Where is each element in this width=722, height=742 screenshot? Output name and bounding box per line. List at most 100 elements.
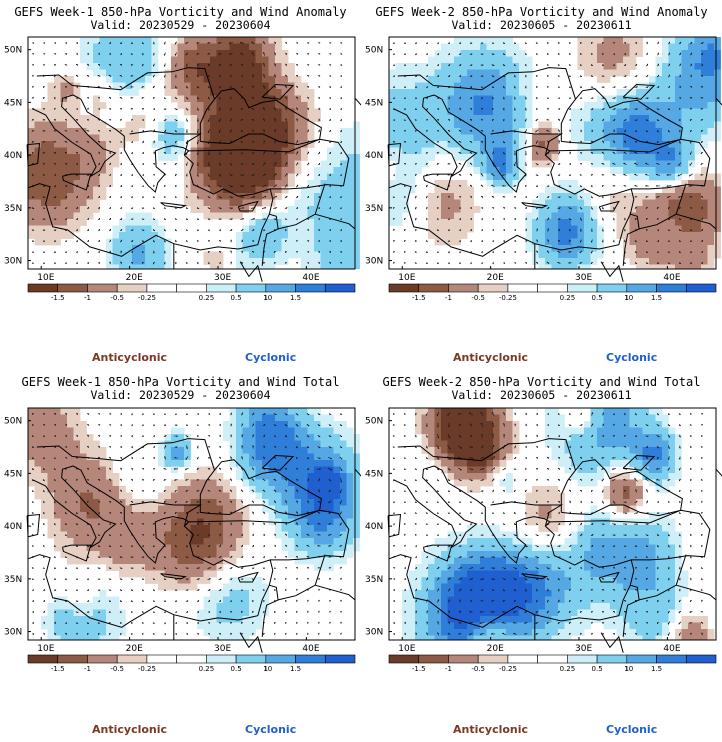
colorbar-tick-label: 0.5 xyxy=(231,665,242,673)
y-tick-label: 35N xyxy=(4,204,22,214)
x-tick-label: 30E xyxy=(575,644,592,654)
panel-valid-dates: Valid: 20230529 - 20230604 xyxy=(90,18,271,32)
panel-title: GEFS Week-2 850-hPa Vorticity and Wind T… xyxy=(382,375,701,389)
x-tick-label: 20E xyxy=(126,644,143,654)
panel-valid-dates: Valid: 20230529 - 20230604 xyxy=(90,388,271,402)
panel-title: GEFS Week-2 850-hPa Vorticity and Wind A… xyxy=(375,5,708,19)
colorbar-tick-label: -1 xyxy=(445,665,452,673)
colorbar: -1.5 -1 -0.5 -0.25 0.25 0.5 1 1.5 10 xyxy=(27,283,356,302)
y-tick-label: 40N xyxy=(365,151,383,161)
colorbar: -1.5 -1 -0.5 -0.25 0.25 0.5 1 1.5 10 xyxy=(388,283,717,302)
x-tick-label: 10E xyxy=(37,273,54,283)
wind-vectors xyxy=(31,412,343,636)
y-tick-label: 45N xyxy=(365,98,383,108)
x-tick-label: 40E xyxy=(663,273,680,283)
colorbar-tick-label: -1 xyxy=(445,294,452,302)
vorticity-shading xyxy=(402,408,715,640)
wind-vectors xyxy=(31,41,343,265)
colorbar-tick-label: -0.25 xyxy=(499,294,517,302)
x-tick-label: 30E xyxy=(575,273,592,283)
panel-valid-dates: Valid: 20230605 - 20230611 xyxy=(451,388,632,402)
vorticity-shading xyxy=(28,37,360,269)
x-tick-label: 10E xyxy=(37,644,54,654)
anticyclonic-label: Anticyclonic xyxy=(92,723,168,736)
colorbar-tick-label: -0.25 xyxy=(499,665,517,673)
y-tick-label: 45N xyxy=(365,469,383,479)
x-tick-label: 40E xyxy=(302,273,319,283)
y-tick-label: 50N xyxy=(4,417,22,427)
y-tick-label: 40N xyxy=(4,151,22,161)
vorticity-map: 10E 20E 30E 40E 50N 45N 40N 35N 30N -1.5 -1 -0.5 -0.… xyxy=(4,36,361,302)
colorbar-tick-label: -1.5 xyxy=(51,294,65,302)
x-tick-label: 40E xyxy=(302,644,319,654)
colorbar-tick-label: 0.25 xyxy=(560,665,576,673)
colorbar-tick-label: 1.5 xyxy=(290,294,301,302)
x-tick-label: 30E xyxy=(214,273,231,283)
colorbar-tick-label: 1 xyxy=(625,294,629,302)
wind-vectors xyxy=(392,41,704,265)
colorbar-tick-label: -0.25 xyxy=(138,665,156,673)
colorbar-tick-label: 1.5 xyxy=(651,294,662,302)
panel-week1-total: GEFS Week-1 850-hPa Vorticity and Wind T… xyxy=(0,371,361,742)
map-frame xyxy=(27,36,356,270)
y-tick-label: 50N xyxy=(365,46,383,56)
y-tick-label: 30N xyxy=(365,628,383,638)
colorbar-tick-label: 0.25 xyxy=(199,294,215,302)
colorbar: -1.5 -1 -0.5 -0.25 0.25 0.5 1 1.5 10 xyxy=(27,654,356,673)
colorbar-tick-label: 1 xyxy=(264,665,268,673)
y-tick-label: 40N xyxy=(365,522,383,532)
panel-week2-total: GEFS Week-2 850-hPa Vorticity and Wind T… xyxy=(361,371,722,742)
y-tick-label: 30N xyxy=(4,257,22,267)
x-tick-label: 20E xyxy=(487,644,504,654)
cyclonic-label: Cyclonic xyxy=(245,351,297,364)
anticyclonic-label: Anticyclonic xyxy=(453,723,529,736)
x-tick-label: 10E xyxy=(398,644,415,654)
colorbar-tick-label: 0.5 xyxy=(231,294,242,302)
vorticity-shading xyxy=(28,408,360,640)
colorbar-tick-label: -0.5 xyxy=(471,294,485,302)
colorbar-tick-label: -1.5 xyxy=(412,294,426,302)
colorbar-tick-label: -0.25 xyxy=(138,294,156,302)
map-frame xyxy=(388,407,717,641)
y-tick-label: 35N xyxy=(365,204,383,214)
colorbar-tick-label: 1 xyxy=(625,665,629,673)
x-tick-label: 40E xyxy=(663,644,680,654)
y-tick-label: 35N xyxy=(365,575,383,585)
y-tick-label: 30N xyxy=(365,257,383,267)
cyclonic-label: Cyclonic xyxy=(245,723,297,736)
colorbar-scale-note: 10 xyxy=(624,665,633,673)
colorbar-tick-label: -1.5 xyxy=(412,665,426,673)
colorbar-tick-label: 0.5 xyxy=(592,294,603,302)
colorbar-tick-label: 1.5 xyxy=(290,665,301,673)
map-frame xyxy=(388,36,717,270)
colorbar-tick-label: 0.25 xyxy=(199,665,215,673)
panel-valid-dates: Valid: 20230605 - 20230611 xyxy=(451,18,632,32)
vorticity-map: 10E 20E 30E 40E 50N 45N 40N 35N 30N -1.5 -1 -0.5 -0.… xyxy=(365,407,722,673)
colorbar-scale-note: 10 xyxy=(624,294,633,302)
y-tick-label: 30N xyxy=(4,628,22,638)
y-tick-label: 50N xyxy=(365,417,383,427)
y-tick-label: 45N xyxy=(4,98,22,108)
y-tick-label: 50N xyxy=(4,46,22,56)
vorticity-map: 10E 20E 30E 40E 50N 45N 40N 35N 30N -1.5 -1 -0.5 -0.… xyxy=(4,407,361,673)
colorbar-scale-note: 10 xyxy=(263,665,272,673)
colorbar-tick-label: -1 xyxy=(84,294,91,302)
anticyclonic-label: Anticyclonic xyxy=(453,351,529,364)
map-frame xyxy=(27,407,356,641)
coastlines xyxy=(26,67,361,282)
y-tick-label: 45N xyxy=(4,469,22,479)
y-tick-label: 35N xyxy=(4,575,22,585)
coastlines xyxy=(387,438,722,653)
colorbar-scale-note: 10 xyxy=(263,294,272,302)
x-tick-label: 30E xyxy=(214,644,231,654)
colorbar-tick-label: -0.5 xyxy=(110,665,124,673)
panel-week1-anomaly: GEFS Week-1 850-hPa Vorticity and Wind A… xyxy=(0,0,361,371)
wind-vectors xyxy=(392,411,704,636)
panel-title: GEFS Week-1 850-hPa Vorticity and Wind T… xyxy=(21,375,340,389)
colorbar-tick-label: 0.25 xyxy=(560,294,576,302)
cyclonic-label: Cyclonic xyxy=(606,351,658,364)
y-tick-label: 40N xyxy=(4,522,22,532)
colorbar-tick-label: -0.5 xyxy=(110,294,124,302)
x-tick-label: 10E xyxy=(398,273,415,283)
cyclonic-label: Cyclonic xyxy=(606,723,658,736)
